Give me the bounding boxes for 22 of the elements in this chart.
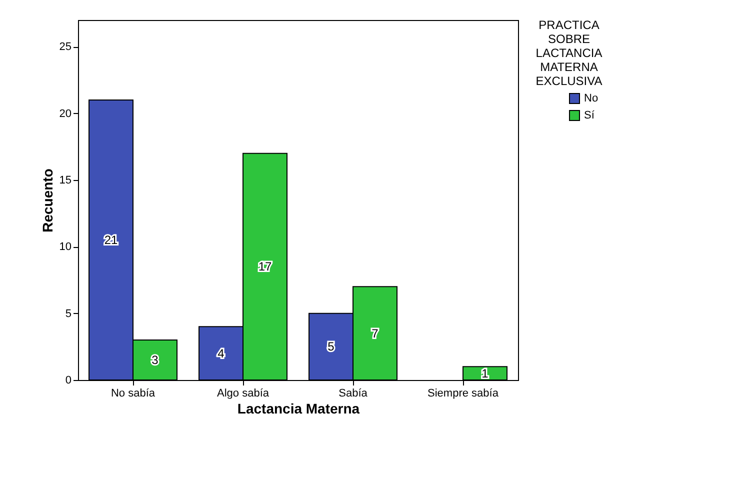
x-axis-title: Lactancia Materna (237, 400, 360, 416)
data-label: 1 (482, 366, 489, 380)
data-label: 4 (218, 346, 225, 360)
y-tick-label: 0 (65, 374, 72, 386)
x-tick-label: Sabía (338, 388, 368, 400)
data-label: 5 (328, 340, 335, 354)
y-tick-label: 20 (59, 108, 72, 120)
x-tick-label: Siempre sabía (428, 388, 500, 400)
data-label: 17 (258, 260, 272, 274)
x-tick-label: No sabía (110, 388, 156, 400)
legend-label: No (584, 92, 598, 104)
data-label: 21 (104, 233, 118, 247)
data-label: 3 (152, 353, 159, 367)
y-tick-label: 5 (65, 308, 72, 320)
y-tick-label: 25 (59, 41, 72, 54)
legend-label: Sí (584, 110, 596, 122)
y-tick-label: 15 (59, 174, 72, 186)
legend-title: PRACTICA SOBRE LACTANCIA MATERNA EXCLUSIVA (536, 18, 602, 88)
y-axis-title: Recuento (39, 168, 56, 232)
y-tick-label: 10 (59, 241, 72, 254)
x-tick-label: Algo sabía (217, 388, 270, 400)
data-label: 7 (372, 326, 379, 340)
